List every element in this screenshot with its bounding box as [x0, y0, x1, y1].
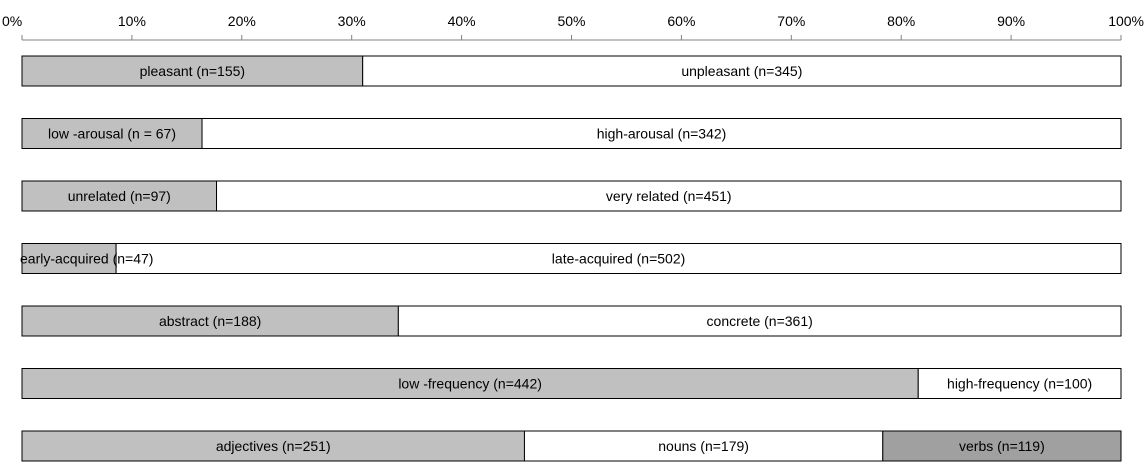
bar-segment: [21, 368, 919, 399]
bar-row: low -arousal (n = 67) high-arousal (n=342…: [21, 118, 1122, 149]
bar-segment: [21, 430, 525, 462]
bar-segment: [21, 180, 218, 212]
bar-segment: [917, 368, 1122, 399]
bar-segment-label: verbs (n=119): [959, 438, 1045, 454]
bar-segment-label: high-frequency (n=100): [947, 376, 1092, 392]
bar-segment-label: very related (n=451): [606, 188, 732, 204]
bar-segment-label: pleasant (n=155): [140, 63, 245, 79]
bar-segment: [362, 55, 1122, 87]
bar-segment: [21, 55, 364, 87]
bar-segment: [21, 118, 203, 149]
x-tick-label: 20%: [228, 13, 256, 29]
bar-segment-label: low -frequency (n=442): [398, 376, 542, 392]
bar-segment-label: adjectives (n=251): [216, 438, 331, 454]
bar-segment-label: high-arousal (n=342): [597, 126, 727, 142]
x-tick-label: 80%: [887, 13, 915, 29]
x-tick-label: 10%: [118, 13, 146, 29]
x-tick-label: 50%: [557, 13, 585, 29]
bars-area: pleasant (n=155) unpleasant (n=345) low -a…: [20, 55, 1122, 462]
bar-segment-label: late-acquired (n=502): [552, 251, 685, 267]
bar-row: adjectives (n=251) nouns (n=179) verbs (n=…: [21, 430, 1122, 462]
x-tick-label: 30%: [338, 13, 366, 29]
bar-segment-label: low -arousal (n = 67): [48, 126, 176, 142]
bar-segment-label: early-acquired (n=47): [20, 251, 153, 267]
bar-segment: [21, 305, 399, 337]
bar-segment: [21, 243, 117, 274]
bar-segment-label: concrete (n=361): [707, 313, 813, 329]
x-tick-label: 0%: [2, 13, 22, 29]
bar-segment: [523, 430, 884, 462]
x-tick-label: 60%: [667, 13, 695, 29]
x-tick-label: 40%: [448, 13, 476, 29]
bar-segment-label: unrelated (n=97): [68, 188, 171, 204]
bar-row: unrelated (n=97) very related (n=451): [21, 180, 1122, 212]
x-axis: 0% 10% 20% 30% 40% 50% 60% 70% 80% 90% 100%: [2, 13, 1144, 41]
x-tick-label: 100%: [1108, 13, 1144, 29]
bar-segment: [201, 118, 1122, 149]
bar-row: abstract (n=188) concrete (n=361): [21, 305, 1122, 337]
bar-segment-label: nouns (n=179): [658, 438, 749, 454]
x-tick-label: 90%: [997, 13, 1025, 29]
bar-segment-label: unpleasant (n=345): [681, 63, 802, 79]
bar-segment: [397, 305, 1122, 337]
bar-segment-label: abstract (n=188): [159, 313, 261, 329]
bar-row: early-acquired (n=47) late-acquired (n=50…: [20, 243, 1122, 274]
bar-row: low -frequency (n=442) high-frequency (n=…: [21, 368, 1122, 399]
bar-segment: [115, 243, 1122, 274]
bar-row: pleasant (n=155) unpleasant (n=345): [21, 55, 1122, 87]
bar-segment: [882, 430, 1122, 462]
bar-segment: [216, 180, 1122, 212]
x-tick-label: 70%: [777, 13, 805, 29]
